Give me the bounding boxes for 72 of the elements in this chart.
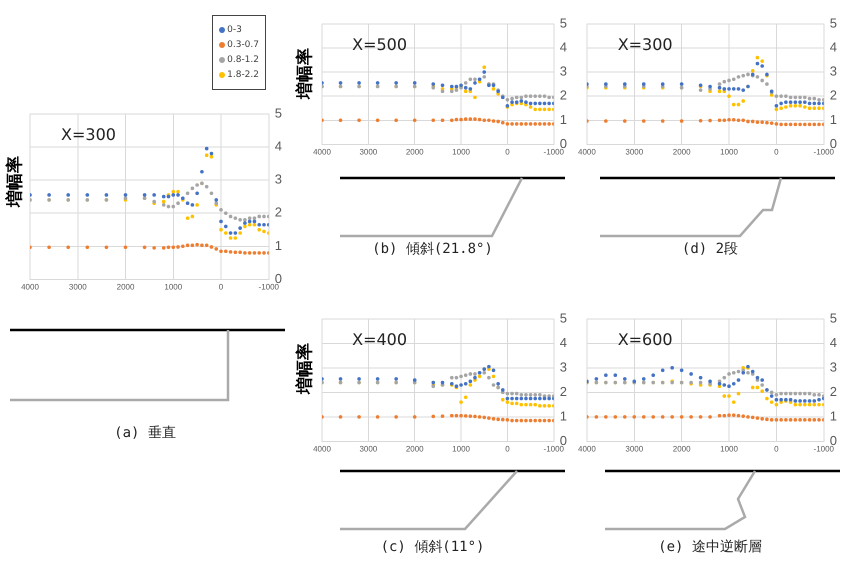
y-tick-label: 5 [274, 105, 282, 120]
y-tick-label: 4 [560, 334, 568, 350]
x-tick-label: 4000 [578, 444, 596, 454]
x-tick-label: 2000 [406, 147, 424, 156]
text: (a) 垂直 [113, 424, 177, 442]
y-tick-label: 2 [830, 384, 838, 399]
x-tick-label: 4000 [578, 147, 596, 156]
y-axis-title: 増幅率 [4, 156, 26, 208]
x-tick-label: 1000 [452, 147, 471, 156]
legend-label: 1.8-2.2 [227, 70, 259, 80]
y-axis-title: 増幅率 [294, 343, 316, 394]
y-tick-label: 3 [560, 64, 568, 79]
x-tick-label: 2000 [116, 282, 135, 292]
x-tick-label: -1000 [258, 282, 280, 292]
x-tick-label: 0 [505, 147, 510, 156]
text: (c) 傾斜(11°) [380, 538, 486, 556]
x-tick-label: 4000 [313, 444, 332, 454]
x-tick-label: 2000 [672, 444, 692, 454]
y-tick-label: 1 [560, 112, 568, 127]
x-tick-label: 4000 [21, 282, 40, 292]
text: (d) 2段 [680, 240, 740, 258]
x-tick-label: -1000 [814, 444, 835, 454]
x-tick-label: 1000 [452, 444, 471, 454]
y-tick-label: 3 [830, 64, 838, 79]
annotation: X=300 [61, 124, 116, 144]
x-tick-label: 1000 [720, 444, 738, 454]
y-tick-label: 2 [560, 88, 568, 103]
y-tick-label: 5 [560, 310, 568, 326]
text: (b) 傾斜(21.8°) [371, 240, 494, 258]
y-tick-label: 2 [560, 384, 568, 399]
y-tick-label: 5 [830, 310, 838, 326]
y-tick-label: 5 [560, 15, 568, 30]
x-tick-label: -1000 [814, 147, 835, 156]
x-tick-label: 2000 [672, 147, 692, 156]
x-tick-label: 0 [218, 282, 224, 292]
x-tick-label: 2000 [406, 444, 424, 454]
y-tick-label: 1 [830, 408, 838, 424]
y-tick-label: 2 [274, 204, 282, 220]
y-tick-label: 3 [560, 359, 568, 374]
x-tick-label: 3000 [625, 444, 644, 454]
y-tick-label: 4 [830, 334, 838, 350]
y-tick-label: 3 [274, 172, 282, 187]
x-tick-label: 3000 [359, 444, 378, 454]
y-tick-label: 1 [274, 238, 282, 253]
x-tick-label: 3000 [359, 147, 378, 156]
legend-label: 0.8-1.2 [227, 55, 259, 65]
y-tick-label: 1 [830, 112, 838, 127]
annotation: X=500 [352, 34, 408, 54]
legend-label: 0-3 [227, 25, 242, 35]
y-tick-label: 2 [830, 88, 838, 103]
x-tick-label: -1000 [544, 147, 565, 156]
y-tick-label: 3 [830, 359, 838, 374]
y-tick-label: 4 [560, 40, 568, 54]
x-tick-label: 3000 [68, 282, 88, 292]
legend-label: 0.3-0.7 [227, 40, 259, 50]
x-tick-label: 1000 [164, 282, 183, 292]
x-tick-label: 1000 [720, 147, 738, 156]
annotation: X=600 [618, 330, 673, 349]
x-tick-label: 3000 [625, 147, 644, 156]
y-tick-label: 5 [830, 15, 838, 30]
y-axis-title: 増幅率 [294, 48, 316, 98]
y-tick-label: 4 [274, 138, 282, 154]
annotation: X=400 [352, 330, 408, 349]
x-tick-label: 4000 [313, 147, 332, 156]
x-tick-label: 0 [505, 444, 510, 454]
y-tick-label: 4 [830, 40, 838, 54]
x-tick-label: 0 [774, 444, 780, 454]
x-tick-label: 0 [774, 147, 780, 156]
text: (e) 途中逆断層 [657, 538, 763, 556]
annotation: X=300 [618, 34, 673, 54]
y-tick-label: 1 [560, 408, 568, 424]
x-tick-label: -1000 [544, 444, 565, 454]
